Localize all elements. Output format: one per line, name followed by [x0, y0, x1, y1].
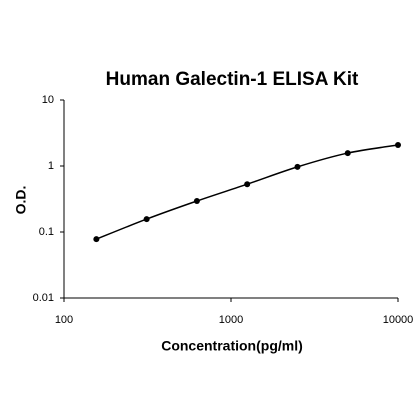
x-tick-label: 1000 — [219, 314, 243, 326]
y-tick-label: 10 — [42, 94, 54, 106]
y-tick-label: 0.01 — [33, 292, 54, 304]
data-point — [193, 197, 200, 204]
fit-curve — [96, 144, 399, 240]
y-axis-label: O.D. — [13, 186, 29, 215]
x-tick-label: 100 — [55, 314, 73, 326]
data-point — [395, 142, 401, 149]
x-tick-label: 10000 — [383, 314, 414, 326]
data-point — [143, 216, 150, 223]
y-tick-label: 1 — [48, 160, 54, 172]
x-axis-label: Concentration(pg/ml) — [161, 338, 303, 354]
data-point — [294, 163, 301, 170]
y-tick-label: 0.1 — [39, 226, 54, 238]
chart-title: Human Galectin-1 ELISA Kit — [106, 69, 359, 90]
data-point — [93, 236, 100, 243]
data-point — [244, 181, 251, 188]
data-point — [344, 150, 351, 157]
